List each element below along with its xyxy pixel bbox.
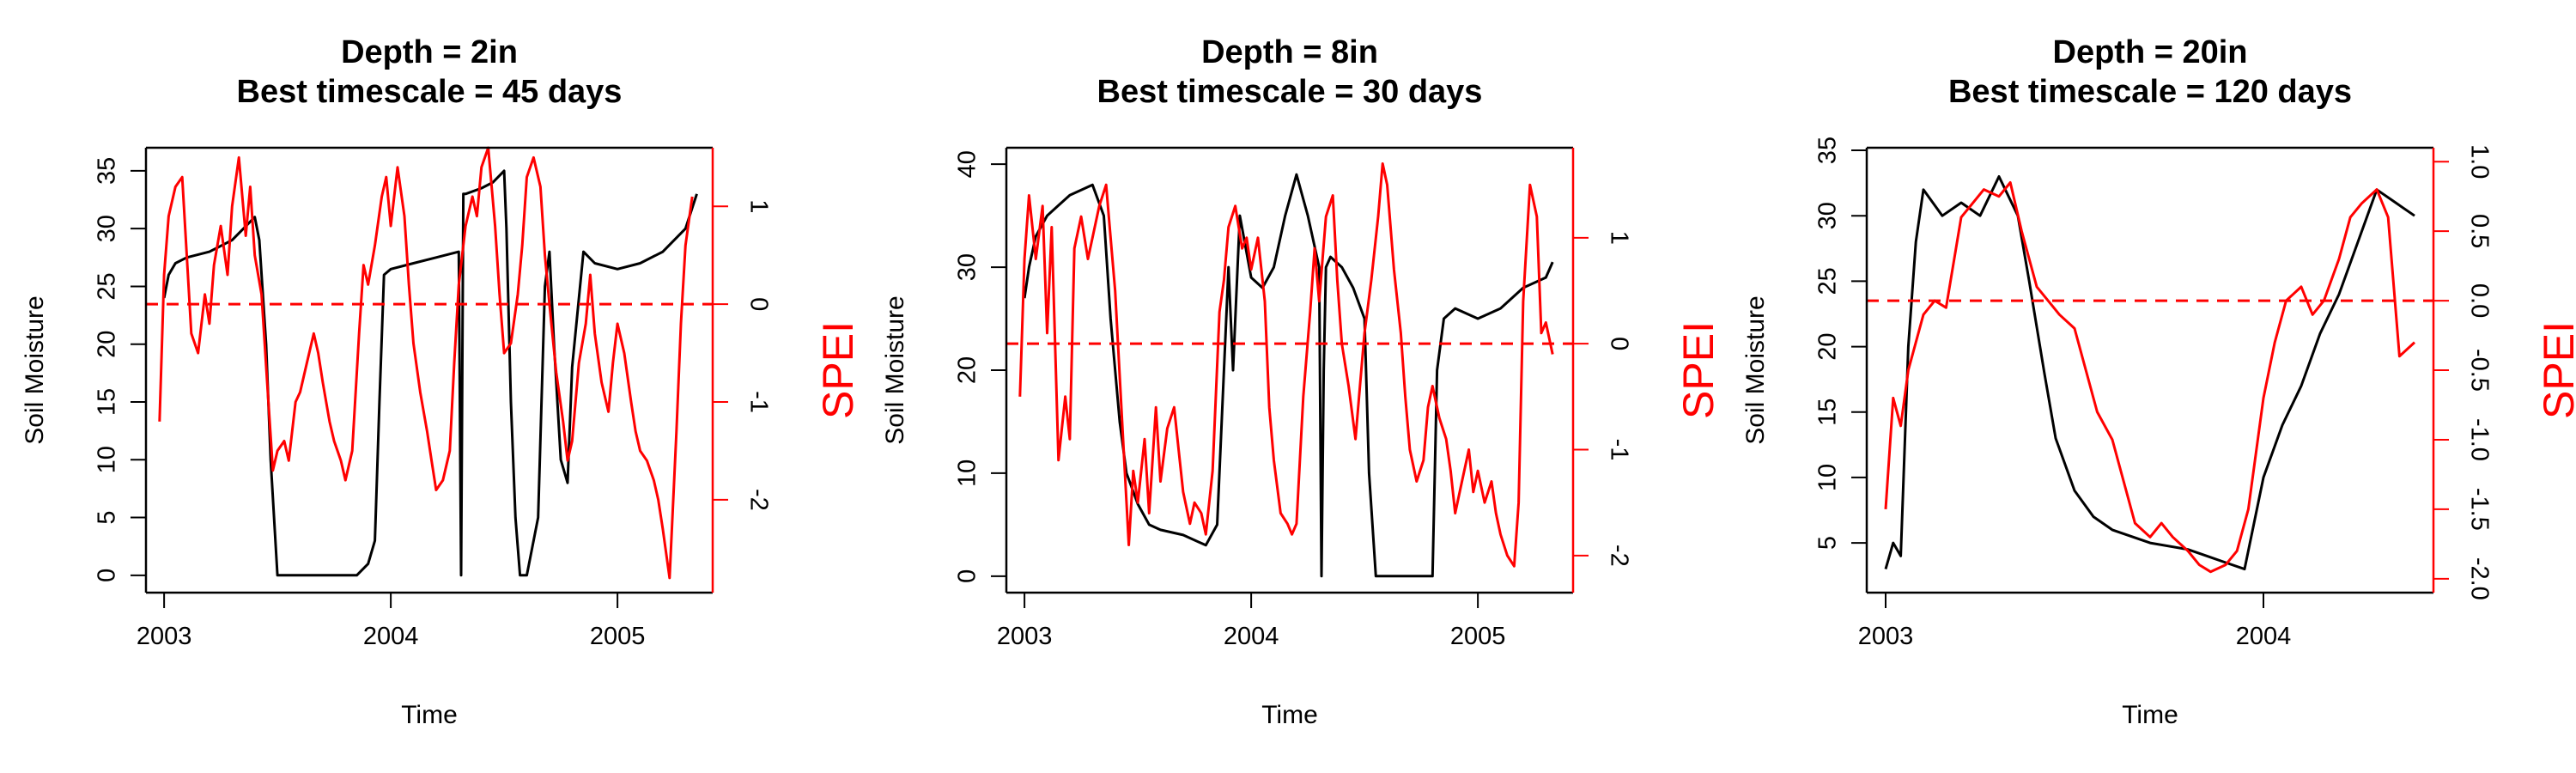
- y-tick-label: 15: [94, 388, 121, 416]
- y-tick-label: 30: [94, 215, 121, 242]
- chart-title: Depth = 20in: [2053, 34, 2248, 70]
- spei-series-line: [158, 146, 694, 580]
- soil-moisture-series-line: [162, 169, 698, 577]
- spei-tick-label: -2: [1605, 545, 1632, 567]
- y-axis-label: Soil Moisture: [21, 295, 49, 444]
- y-tick-label: 25: [1814, 267, 1842, 295]
- y-tick-label: 0: [954, 569, 981, 583]
- spei-tick-label: 0.5: [2465, 214, 2493, 248]
- chart-title: Depth = 8in: [1201, 34, 1378, 70]
- y-tick-label: 5: [1814, 536, 1842, 550]
- x-tick-label: 2003: [997, 623, 1053, 650]
- y-tick-label: 10: [1814, 464, 1842, 491]
- spei-tick-label: -1: [1605, 439, 1632, 461]
- x-tick-label: 2005: [1450, 623, 1506, 650]
- y-tick-label: 40: [954, 150, 981, 178]
- spei-tick-label: -1.5: [2465, 488, 2493, 531]
- spei-tick-label: 1: [1605, 231, 1632, 245]
- y-tick-label: 35: [1814, 137, 1842, 164]
- spei-series-line: [1018, 162, 1554, 568]
- chart-subtitle: Best timescale = 120 days: [1948, 74, 2352, 110]
- y-tick-label: 20: [954, 356, 981, 384]
- spei-tick-label: 1: [744, 199, 772, 213]
- y-axis-label: Soil Moisture: [881, 295, 909, 444]
- y-tick-label: 30: [1814, 202, 1842, 229]
- chart-panel-3: Depth = 20in Best timescale = 120 days 5 10…: [1741, 34, 2576, 729]
- spei-tick-label: -2.0: [2465, 557, 2493, 600]
- y-axis-label: Soil Moisture: [1741, 295, 1770, 444]
- chart-subtitle: Best timescale = 45 days: [237, 74, 623, 110]
- y-tick-label: 10: [954, 460, 981, 487]
- spei-axis-label: SPEI: [2535, 321, 2576, 419]
- x-tick-label: 2003: [137, 623, 192, 650]
- x-axis-label: Time: [401, 701, 458, 729]
- spei-tick-label: -2: [744, 489, 772, 511]
- y-tick-label: 10: [94, 446, 121, 473]
- y-tick-label: 20: [1814, 332, 1842, 360]
- y-tick-label: 35: [94, 157, 121, 185]
- chart-subtitle: Best timescale = 30 days: [1097, 74, 1483, 110]
- spei-series-line: [1884, 181, 2416, 574]
- x-tick-label: 2004: [1224, 623, 1279, 650]
- x-axis-label: Time: [2122, 701, 2178, 729]
- y-tick-label: 20: [94, 331, 121, 358]
- soil-moisture-series-line: [1023, 173, 1554, 578]
- y-tick-label: 30: [954, 253, 981, 281]
- x-tick-label: 2005: [590, 623, 646, 650]
- soil-moisture-series-line: [1884, 175, 2415, 571]
- spei-tick-label: 1.0: [2465, 144, 2493, 179]
- spei-axis-label: SPEI: [1674, 321, 1722, 419]
- y-tick-label: 25: [94, 272, 121, 300]
- y-tick-label: 0: [94, 569, 121, 582]
- x-tick-label: 2003: [1858, 623, 1914, 650]
- spei-tick-label: -1: [744, 391, 772, 413]
- x-axis-label: Time: [1261, 701, 1318, 729]
- chart-title: Depth = 2in: [341, 34, 518, 70]
- spei-tick-label: 0: [744, 297, 772, 311]
- spei-tick-label: -0.5: [2465, 349, 2493, 392]
- spei-tick-label: -1.0: [2465, 418, 2493, 461]
- x-tick-label: 2004: [2236, 623, 2292, 650]
- spei-tick-label: 0: [1605, 337, 1632, 350]
- y-tick-label: 15: [1814, 399, 1842, 426]
- spei-axis-label: SPEI: [814, 321, 862, 419]
- x-tick-label: 2004: [363, 623, 419, 650]
- spei-tick-label: 0.0: [2465, 283, 2493, 318]
- y-tick-label: 5: [94, 510, 121, 524]
